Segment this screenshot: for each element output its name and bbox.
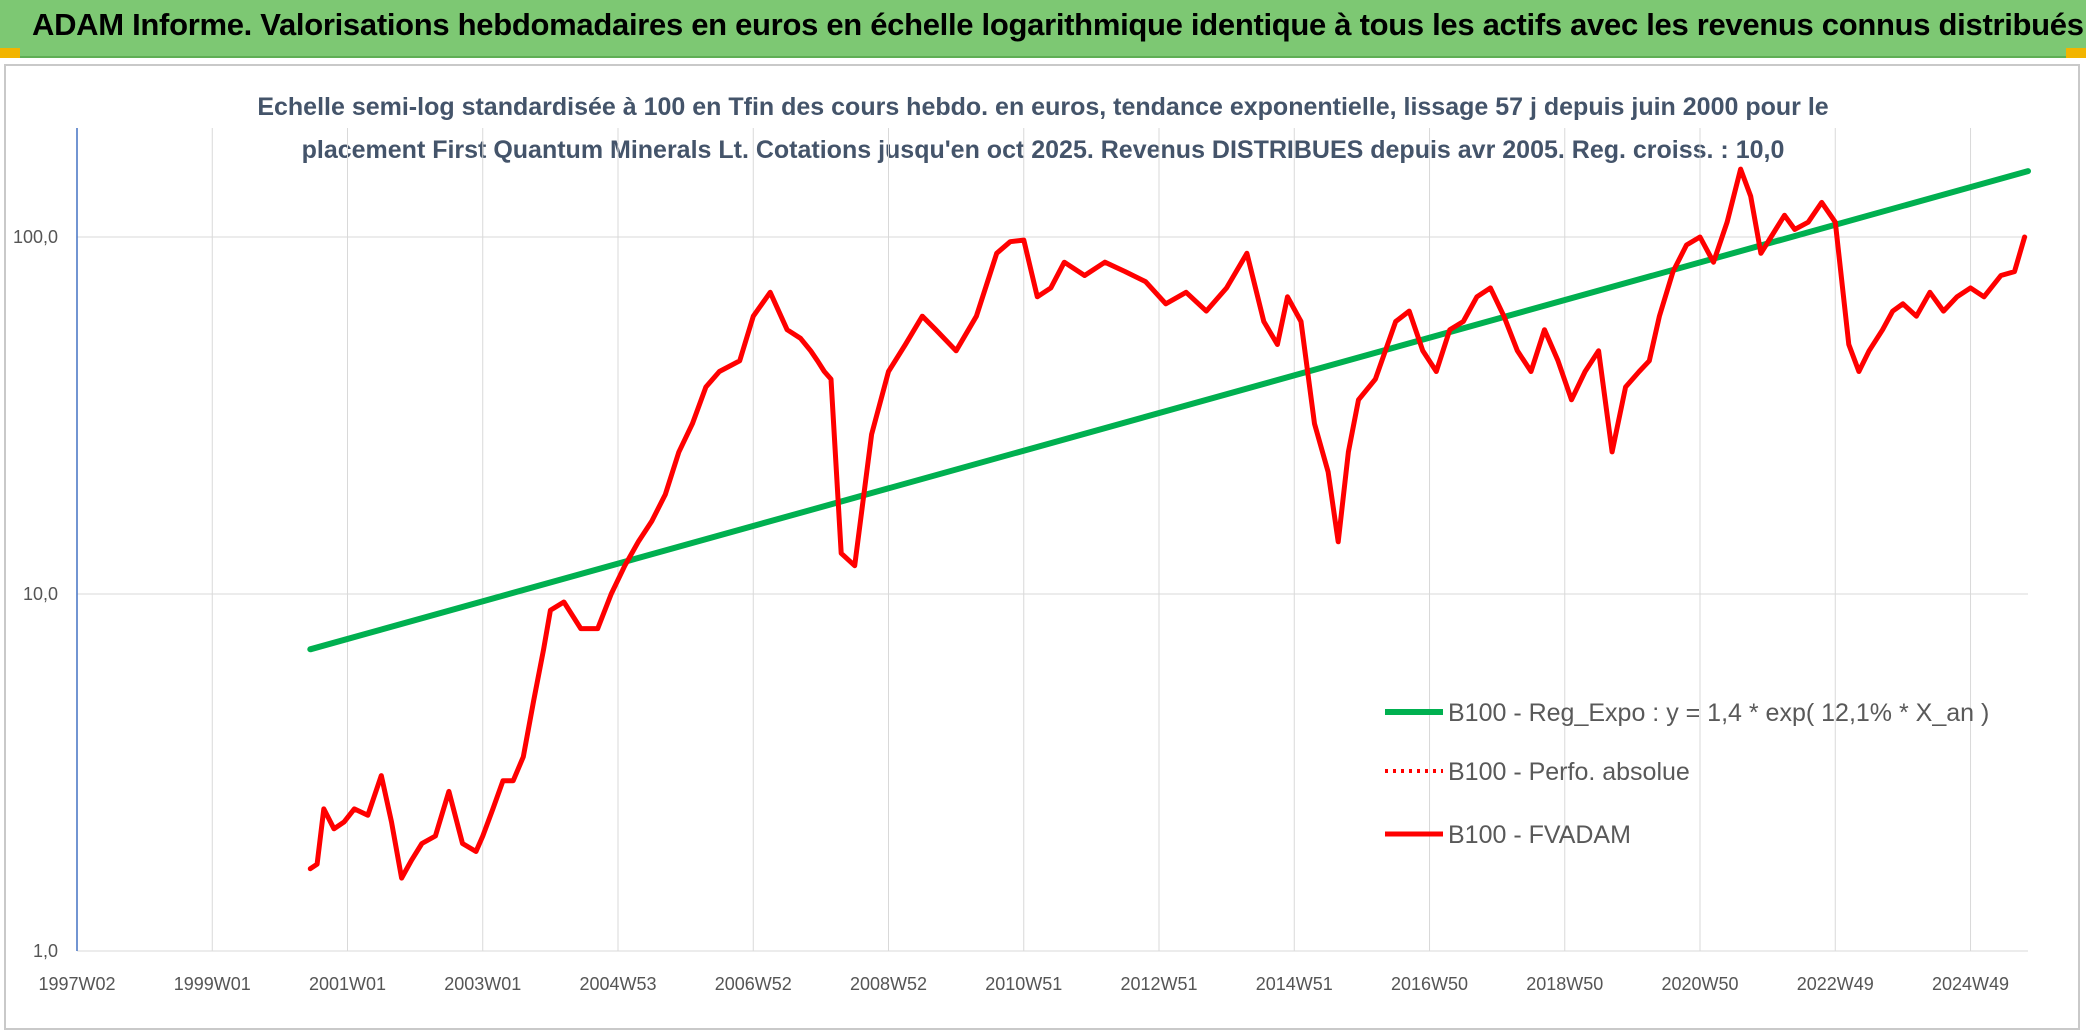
x-tick-label: 2024W49 (1932, 974, 2009, 994)
x-tick-label: 2003W01 (444, 974, 521, 994)
vertical-gridlines (76, 128, 1972, 951)
x-tick-label: 2016W50 (1391, 974, 1468, 994)
y-tick-label: 10,0 (23, 584, 58, 604)
corner-marker-right (2066, 48, 2086, 58)
horizontal-gridlines (77, 236, 2028, 952)
x-tick-label: 2018W50 (1526, 974, 1603, 994)
x-tick-label: 1999W01 (174, 974, 251, 994)
legend-label: B100 - Reg_Expo : y = 1,4 * exp( 12,1% *… (1448, 699, 1989, 727)
x-tick-label: 2008W52 (850, 974, 927, 994)
y-tick-labels: 100,0 10,0 1,0 (13, 227, 58, 961)
x-tick-label: 2022W49 (1797, 974, 1874, 994)
x-tick-label: 2010W51 (985, 974, 1062, 994)
fvadam-line (307, 166, 2028, 881)
x-tick-label: 2006W52 (715, 974, 792, 994)
y-tick-label: 100,0 (13, 227, 58, 247)
x-tick-label: 2014W51 (1256, 974, 1333, 994)
page-title: ADAM Informe. Valorisations hebdomadaire… (32, 7, 2084, 42)
trend-line (307, 168, 2031, 653)
x-tick-label: 1997W02 (38, 974, 115, 994)
y-tick-label: 1,0 (33, 941, 58, 961)
chart-frame (4, 64, 2080, 1030)
series-layer (307, 166, 2031, 881)
x-tick-label: 2020W50 (1661, 974, 1738, 994)
legend: B100 - Reg_Expo : y = 1,4 * exp( 12,1% *… (1385, 699, 1989, 849)
x-tick-labels: 1997W02 1999W01 2001W01 2003W01 2004W53 2006W… (38, 974, 2009, 994)
chart-subtitle-line1: Echelle semi-log standardisée à 100 en T… (257, 93, 1828, 121)
x-tick-label: 2001W01 (309, 974, 386, 994)
header-bar: ADAM Informe. Valorisations hebdomadaire… (0, 0, 2086, 58)
chart-subtitle-line2: placement First Quantum Minerals Lt. Cot… (302, 136, 1785, 164)
x-tick-label: 2012W51 (1120, 974, 1197, 994)
x-tick-label: 2004W53 (579, 974, 656, 994)
legend-label: B100 - FVADAM (1448, 821, 1631, 849)
legend-label: B100 - Perfo. absolue (1448, 758, 1690, 786)
corner-marker-left (0, 48, 20, 58)
